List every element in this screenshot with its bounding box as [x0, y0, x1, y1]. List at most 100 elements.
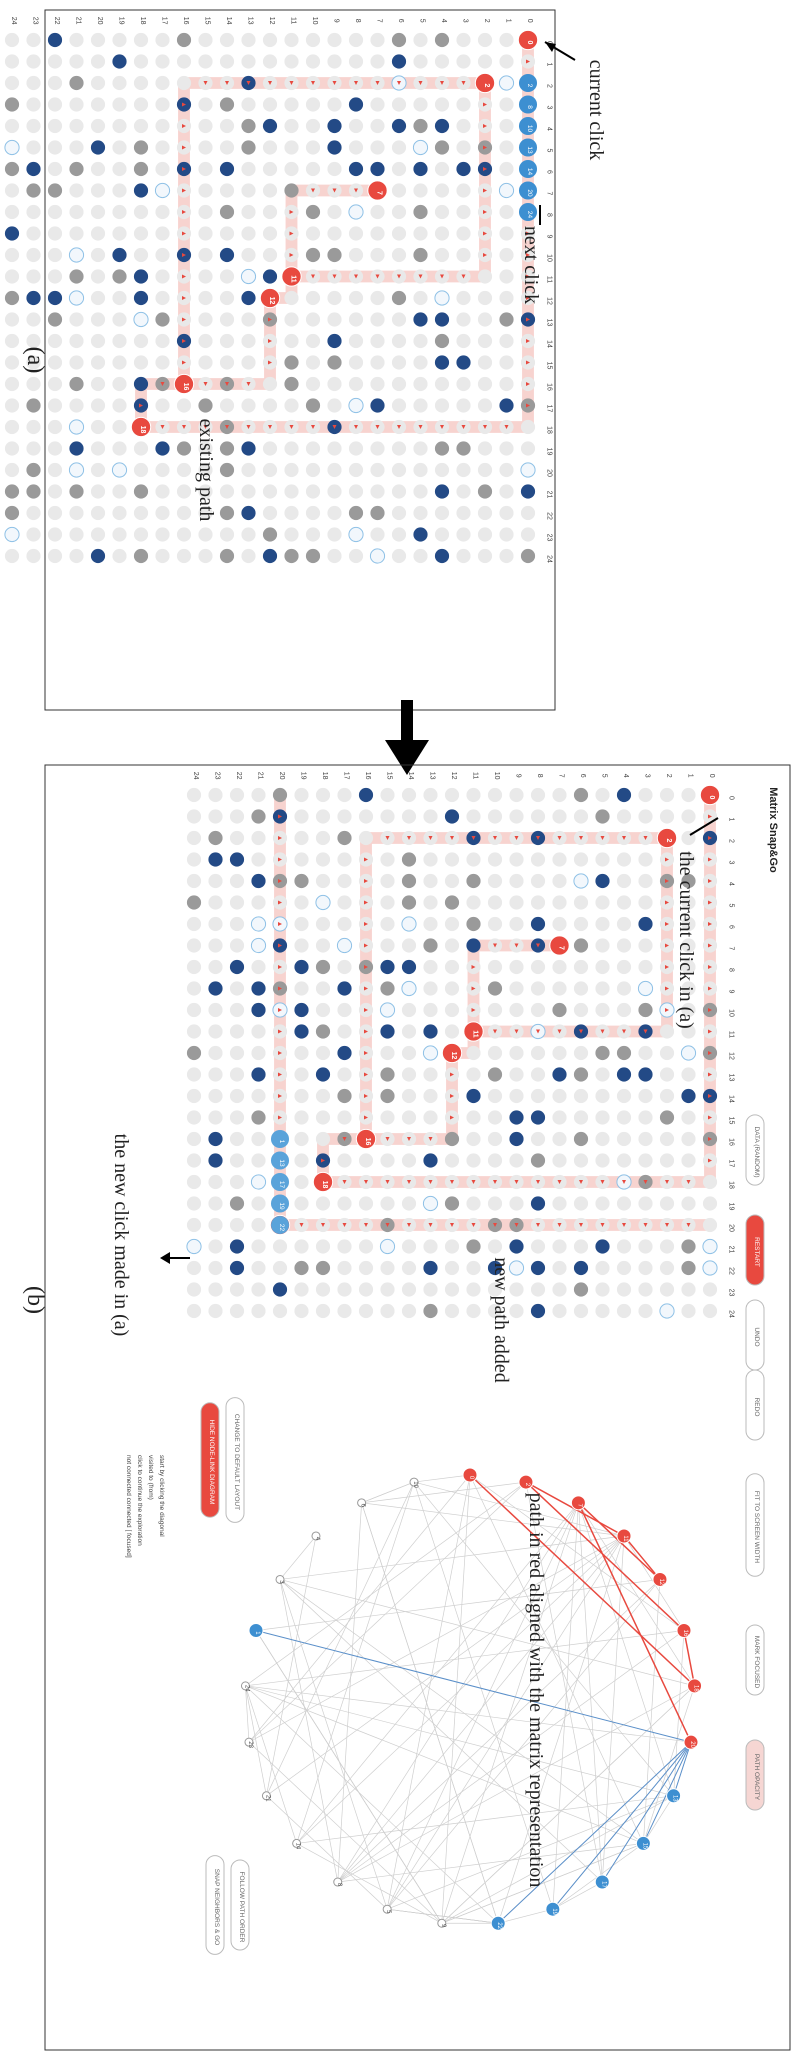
matrix-b-path-arrow: [471, 1223, 476, 1227]
matrix-b-cell: [444, 895, 460, 910]
matrix-b-cell: [380, 959, 395, 975]
matrix-b-neighbor-node[interactable]: [270, 1151, 290, 1170]
graph-node[interactable]: [357, 1498, 367, 1508]
matrix-a-cell: [434, 312, 450, 327]
matrix-b-cell: [208, 1196, 223, 1211]
matrix-a-col-label: 15: [545, 362, 552, 370]
side-change-layout-button[interactable]: [225, 1397, 245, 1523]
matrix-b-path-node[interactable]: [355, 1128, 377, 1150]
graph-node[interactable]: [261, 1791, 271, 1801]
graph-node[interactable]: [462, 1467, 478, 1483]
matrix-b-path-node[interactable]: [463, 1021, 484, 1042]
toolbar-data-random-button[interactable]: [745, 1114, 765, 1186]
graph-node-label: 18: [693, 1685, 699, 1692]
matrix-b-cell: [530, 1067, 546, 1082]
matrix-a-cell: [434, 183, 450, 198]
graph-node[interactable]: [275, 1574, 285, 1584]
matrix-a-path-node[interactable]: [281, 266, 302, 287]
matrix-b-neighbor-node[interactable]: [270, 1194, 290, 1213]
matrix-a-path-node[interactable]: [474, 72, 496, 94]
matrix-b-cell: [681, 1110, 696, 1125]
matrix-b-cell: [401, 1002, 417, 1018]
graph-node[interactable]: [616, 1528, 632, 1544]
graph-node[interactable]: [594, 1874, 610, 1890]
matrix-b-path-node[interactable]: [656, 827, 678, 849]
side-follow-path-order-button[interactable]: [230, 1859, 250, 1951]
graph-node[interactable]: [240, 1681, 250, 1691]
matrix-b-path-node[interactable]: [549, 935, 570, 956]
matrix-b-cell: [423, 809, 438, 824]
graph-node[interactable]: [687, 1678, 703, 1694]
matrix-b-cell: [466, 1239, 481, 1254]
matrix-b-cell: [573, 852, 589, 867]
graph-node[interactable]: [311, 1531, 321, 1541]
matrix-a-neighbor-node[interactable]: [518, 181, 538, 200]
graph-node[interactable]: [490, 1915, 506, 1931]
matrix-b-path-arrow: [278, 1051, 282, 1055]
toolbar-path-opacity-button[interactable]: [745, 1739, 765, 1811]
matrix-a-neighbor-node[interactable]: [518, 116, 538, 136]
matrix-a-neighbor-node[interactable]: [518, 73, 538, 93]
graph-node[interactable]: [382, 1904, 392, 1914]
graph-node[interactable]: [248, 1622, 264, 1638]
matrix-a-cell: [90, 247, 106, 263]
toolbar-redo-button[interactable]: [745, 1369, 765, 1441]
toolbar-fit-to-screen-button[interactable]: [745, 1473, 765, 1577]
graph-node[interactable]: [570, 1495, 586, 1511]
matrix-a-path-node[interactable]: [130, 416, 152, 438]
matrix-b-cell: [250, 1174, 267, 1190]
matrix-a-cell: [26, 32, 41, 48]
matrix-b-path-node[interactable]: [699, 784, 721, 806]
matrix-b-cell: [380, 1303, 395, 1319]
graph-node[interactable]: [518, 1474, 534, 1490]
matrix-a-cell: [284, 183, 299, 198]
matrix-b-neighbor-node[interactable]: [270, 1215, 290, 1235]
graph-edge: [337, 1502, 579, 1883]
matrix-a-neighbor-node[interactable]: [518, 202, 538, 222]
matrix-a-row-label: 0: [526, 19, 533, 23]
graph-node[interactable]: [437, 1918, 447, 1928]
matrix-a-neighbor-node[interactable]: [518, 138, 538, 157]
graph-node[interactable]: [244, 1737, 254, 1747]
matrix-a-cell: [284, 462, 299, 478]
matrix-a-cell: [90, 505, 106, 521]
matrix-b-neighbor-node[interactable]: [270, 1129, 290, 1149]
side-hide-diagram-button[interactable]: [200, 1402, 220, 1518]
graph-node[interactable]: [409, 1477, 419, 1487]
matrix-b-path-node[interactable]: [312, 1171, 334, 1193]
graph-node[interactable]: [545, 1901, 561, 1917]
graph-node[interactable]: [635, 1835, 651, 1851]
side-snap-neighbors-button[interactable]: [205, 1855, 225, 1955]
graph-node[interactable]: [333, 1877, 343, 1887]
graph-node[interactable]: [666, 1788, 682, 1804]
matrix-a-cell: [284, 32, 299, 48]
matrix-a-cell: [348, 54, 364, 69]
graph-node[interactable]: [292, 1838, 302, 1848]
matrix-a-path-arrow: [461, 274, 466, 279]
graph-node[interactable]: [676, 1622, 692, 1638]
graph-node[interactable]: [683, 1734, 699, 1750]
matrix-b-cell: [229, 1303, 245, 1319]
matrix-b-row-label: 5: [601, 774, 608, 778]
matrix-a-path-arrow: [160, 382, 165, 386]
matrix-a-neighbor-node[interactable]: [518, 159, 538, 179]
matrix-a-cell: [90, 32, 106, 48]
matrix-a-path-node[interactable]: [367, 180, 388, 201]
matrix-b-path-arrow: [493, 836, 497, 840]
matrix-a-col-label: 18: [545, 426, 552, 434]
matrix-a-cell: [456, 376, 471, 392]
graph-node[interactable]: [652, 1571, 668, 1587]
matrix-a-cell: [434, 548, 450, 564]
graph-edge-path: [525, 1481, 685, 1632]
matrix-b-path-arrow: [665, 922, 669, 926]
matrix-b-path-node[interactable]: [441, 1042, 463, 1064]
matrix-a-path-node[interactable]: [173, 373, 195, 395]
matrix-a-path-node[interactable]: [517, 29, 539, 51]
matrix-a-path-node[interactable]: [259, 287, 281, 309]
matrix-a-neighbor-node[interactable]: [518, 95, 538, 114]
matrix-b-neighbor-node[interactable]: [270, 1172, 290, 1192]
toolbar-restart-button[interactable]: [745, 1214, 765, 1286]
toolbar-mark-focused-button[interactable]: [745, 1624, 765, 1696]
matrix-a-cell: [391, 161, 407, 177]
matrix-a-cell: [155, 333, 170, 349]
